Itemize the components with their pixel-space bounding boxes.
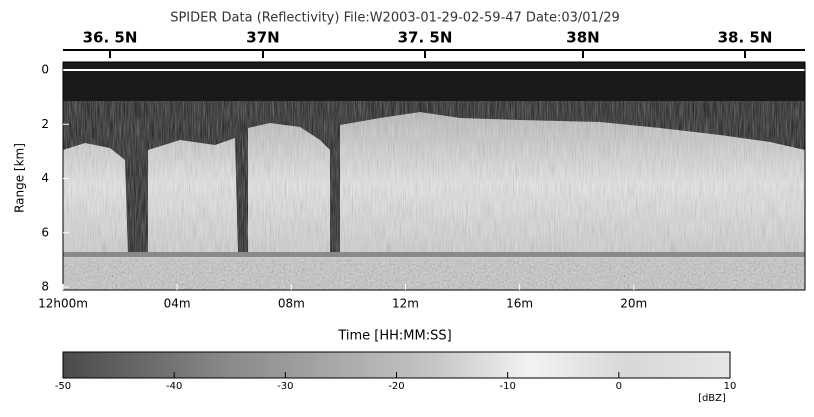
- x-tick-label: 20m: [620, 297, 647, 311]
- x-tick-label: 12h00m: [38, 297, 88, 311]
- top-label: 36. 5N: [83, 29, 138, 47]
- colorbar-tick-label: -20: [388, 381, 404, 392]
- top-label: 37. 5N: [398, 29, 453, 47]
- x-tick-label: 08m: [278, 297, 305, 311]
- colorbar-tick-label: 0: [616, 381, 622, 392]
- colorbar-tick-label: -10: [499, 381, 515, 392]
- y-tick-label: 8: [41, 280, 49, 294]
- reflectivity-image: [63, 62, 805, 290]
- colorbar-tick-label: -40: [166, 381, 182, 392]
- y-tick-label: 2: [41, 117, 49, 131]
- x-tick-label: 04m: [164, 297, 191, 311]
- y-tick-label: 4: [41, 171, 49, 185]
- top-label: 37N: [246, 29, 279, 47]
- y-tick-label: 6: [41, 225, 49, 239]
- chart-title: SPIDER Data (Reflectivity) File:W2003-01…: [170, 11, 620, 26]
- x-tick-label: 12m: [392, 297, 419, 311]
- colorbar-tick-label: -30: [277, 381, 293, 392]
- colorbar-tick-label: -50: [55, 381, 71, 392]
- top-label: 38. 5N: [718, 29, 773, 47]
- page: {"chart_data": {"type": "image", "title"…: [0, 0, 814, 417]
- x-tick-label: 16m: [506, 297, 533, 311]
- y-tick-label: 0: [41, 63, 49, 77]
- colorbar-tick-label: 10: [724, 381, 737, 392]
- top-label: 38N: [566, 29, 599, 47]
- x-axis-label: Time [HH:MM:SS]: [337, 329, 451, 344]
- chart: SPIDER Data (Reflectivity) File:W2003-01…: [0, 0, 814, 413]
- colorbar-label: [dBZ]: [698, 393, 726, 404]
- y-axis-label: Range [km]: [13, 143, 27, 213]
